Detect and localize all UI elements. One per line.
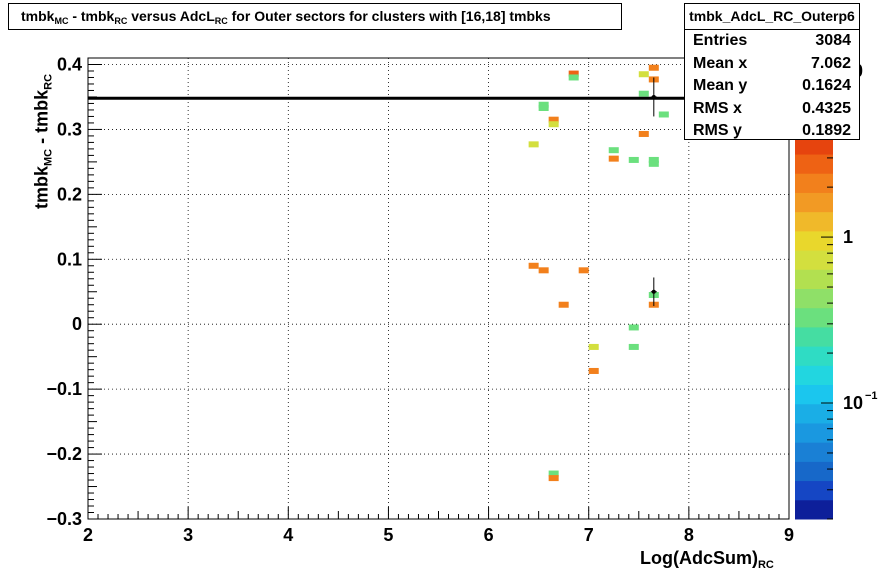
palette-swatch xyxy=(795,250,833,270)
y-tick-label: −0.1 xyxy=(46,379,82,399)
palette-swatch xyxy=(795,442,833,462)
palette-tick-exponent: −1 xyxy=(865,390,878,402)
palette-swatch xyxy=(795,461,833,482)
x-axis-ticks: 2 3 4 5 6 7 8 9 xyxy=(83,507,794,545)
y-axis-title: tmbkMC - tmbkRC xyxy=(31,73,55,210)
y-tick-label: 0.2 xyxy=(57,184,82,204)
palette-swatch xyxy=(795,154,833,174)
stats-value: 0.4325 xyxy=(802,99,851,117)
x-tick-label: 4 xyxy=(283,525,293,545)
x-tick-label: 9 xyxy=(784,525,794,545)
title-part-rest: for Outer sectors for clusters with [16,… xyxy=(227,8,551,24)
heatmap-cell xyxy=(648,64,659,71)
heatmap-cell xyxy=(588,367,599,374)
heatmap-cell xyxy=(528,141,539,148)
x-tick-label: 7 xyxy=(584,525,594,545)
heatmap-cell xyxy=(638,130,649,137)
heatmap-cell xyxy=(568,70,579,77)
title-part-versus: versus AdcL xyxy=(127,8,215,24)
stats-row-rms-x: RMS x 0.4325 xyxy=(685,98,859,121)
heatmap-cell xyxy=(538,267,549,274)
palette-swatch xyxy=(795,173,833,193)
palette-swatch xyxy=(795,269,833,289)
palette-swatch xyxy=(795,211,833,232)
title-sub-rc: RC xyxy=(114,16,128,26)
heatmap-cell xyxy=(578,267,589,274)
y-tick-label: 0 xyxy=(72,314,82,334)
stats-row-mean-y: Mean y 0.1624 xyxy=(685,75,859,98)
heatmap-cell xyxy=(588,343,599,350)
heatmap-cell xyxy=(658,111,669,118)
palette-swatch xyxy=(795,384,833,405)
heatmap-cell xyxy=(558,301,569,308)
heatmap-cell xyxy=(538,104,549,111)
x-axis-title: Log(AdcSum)RC xyxy=(640,548,774,571)
heatmap-cell xyxy=(638,71,649,78)
stats-row-mean-x: Mean x 7.062 xyxy=(685,53,859,76)
palette-swatch xyxy=(795,192,833,213)
stats-label: Mean x xyxy=(693,54,748,72)
x-tick-label: 8 xyxy=(684,525,694,545)
heatmap-cell xyxy=(648,160,659,167)
x-tick-label: 2 xyxy=(83,525,93,545)
heatmap-cell xyxy=(528,262,539,269)
palette-tick-label: 1 xyxy=(843,227,853,247)
stats-label: RMS x xyxy=(693,99,742,117)
y-tick-label: 0.4 xyxy=(57,54,82,74)
heatmap-cell xyxy=(548,116,559,123)
stats-value: 3084 xyxy=(815,32,851,49)
heatmap-cell xyxy=(568,74,579,81)
heatmap-cell xyxy=(628,324,639,331)
y-tick-label: 0.3 xyxy=(57,119,82,139)
palette-swatch xyxy=(795,403,833,424)
heatmap-cell xyxy=(628,156,639,163)
heatmap-cell xyxy=(648,156,659,163)
heatmap-cell xyxy=(608,147,619,154)
heatmap-cell xyxy=(628,343,639,350)
heatmap-cell xyxy=(548,121,559,128)
y-tick-label: −0.3 xyxy=(46,509,82,529)
palette-swatch xyxy=(795,480,833,501)
stats-label: RMS y xyxy=(693,122,742,139)
heatmap-cells xyxy=(528,64,669,482)
y-tick-label: −0.2 xyxy=(46,444,82,464)
stats-row-entries: Entries 3084 xyxy=(685,30,859,53)
title-part-minus: - tmbk xyxy=(68,8,115,24)
heatmap-cell xyxy=(538,101,549,108)
x-tick-label: 5 xyxy=(383,525,393,545)
profile-overlay xyxy=(88,77,789,307)
title-part-tmbk: tmbk xyxy=(21,8,55,24)
palette-swatch xyxy=(795,365,833,386)
palette-swatch xyxy=(795,499,833,520)
stats-box: tmbk_AdcL_RC_Outerp6 Entries 3084 Mean x 7… xyxy=(684,3,860,140)
palette-swatch xyxy=(795,422,833,443)
palette-swatch xyxy=(795,288,833,309)
x-tick-label: 6 xyxy=(484,525,494,545)
profile-point xyxy=(651,94,656,99)
y-axis-ticks: −0.3 −0.2 −0.1 0 0.1 0.2 0.3 0.4 xyxy=(46,54,102,529)
palette-swatch xyxy=(795,230,833,251)
y-tick-label: 0.1 xyxy=(57,249,82,269)
heatmap-cell xyxy=(608,155,619,162)
palette-swatch xyxy=(795,346,833,366)
palette-tick-label: 10 xyxy=(843,393,863,413)
heatmap-cell xyxy=(548,470,559,477)
plot-title: tmbkMC - tmbkRC versus AdcLRC for Outer … xyxy=(8,3,622,30)
x-tick-label: 3 xyxy=(183,525,193,545)
stats-label: Entries xyxy=(693,32,748,49)
stats-value: 0.1624 xyxy=(802,77,851,94)
stats-label: Mean y xyxy=(693,77,748,94)
profile-point xyxy=(651,289,656,294)
palette-swatch xyxy=(795,307,833,328)
heatmap-cell xyxy=(638,90,649,97)
title-sub-rc2: RC xyxy=(214,16,228,26)
stats-row-rms-y: RMS y 0.1892 xyxy=(685,120,859,143)
stats-value: 0.1892 xyxy=(802,122,851,139)
stats-value: 7.062 xyxy=(810,54,851,72)
stats-name: tmbk_AdcL_RC_Outerp6 xyxy=(685,4,859,30)
heatmap-cell xyxy=(548,475,559,482)
palette-swatch xyxy=(795,326,833,347)
title-sub-mc: MC xyxy=(54,16,69,26)
